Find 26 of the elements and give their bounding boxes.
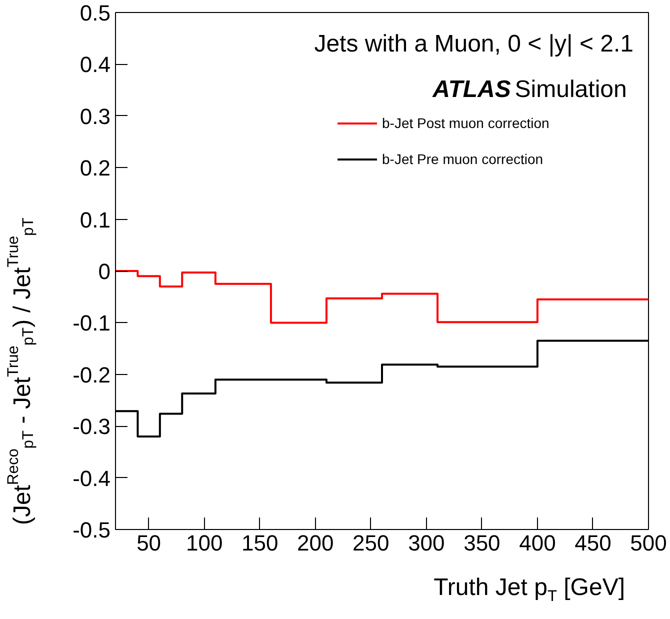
annotation: ATLAS Simulation bbox=[432, 76, 627, 103]
y-tick-label: 0.4 bbox=[80, 52, 111, 78]
legend-label: b-Jet Pre muon correction bbox=[382, 151, 544, 167]
x-tick-label: 50 bbox=[136, 530, 162, 556]
y-tick-label: 0.3 bbox=[80, 104, 111, 129]
legend-label: b-Jet Post muon correction bbox=[382, 115, 550, 131]
y-tick-label: -0.3 bbox=[72, 414, 111, 440]
x-tick-label: 100 bbox=[186, 530, 223, 556]
x-tick-label: 350 bbox=[464, 530, 500, 556]
annotation: Jets with a Muon, 0 < |y| < 2.1 bbox=[314, 30, 634, 58]
x-tick-label: 400 bbox=[519, 530, 556, 556]
x-tick-label: 500 bbox=[630, 530, 667, 556]
x-tick-label: 150 bbox=[242, 530, 278, 556]
y-tick-label: 0 bbox=[98, 259, 111, 284]
y-tick-label: -0.5 bbox=[72, 518, 111, 542]
y-tick-label: 0.1 bbox=[80, 207, 111, 232]
x-tick-label: 250 bbox=[352, 530, 390, 556]
y-tick-label: -0.1 bbox=[72, 310, 111, 336]
x-tick-label: 200 bbox=[297, 530, 334, 556]
x-tick-label: 450 bbox=[574, 530, 612, 556]
y-tick-label: 0.2 bbox=[80, 156, 111, 181]
x-tick-label: 300 bbox=[408, 530, 445, 556]
y-tick-label: -0.2 bbox=[72, 362, 111, 388]
y-tick-label: -0.4 bbox=[72, 466, 111, 491]
y-tick-label: 0.5 bbox=[80, 0, 111, 26]
x-axis-title: Truth Jet p$_{T}$ [GeV] bbox=[432, 574, 625, 606]
